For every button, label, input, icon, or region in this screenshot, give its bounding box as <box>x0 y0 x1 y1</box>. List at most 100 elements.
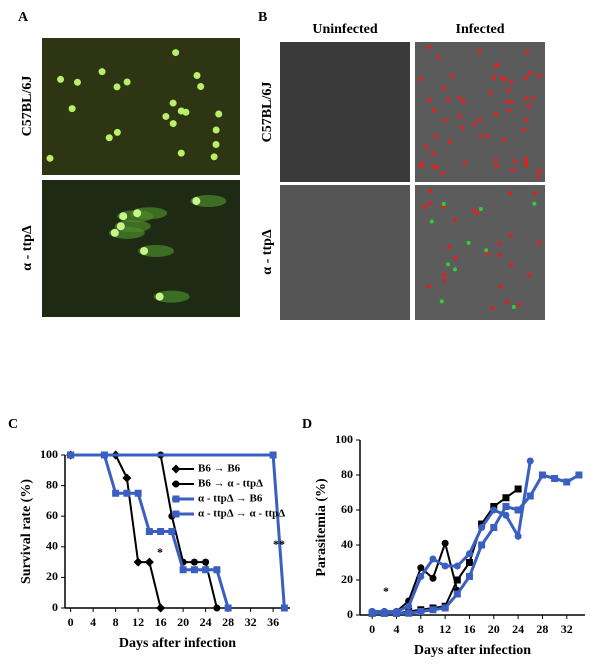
parasite <box>492 75 497 80</box>
parasite <box>427 97 432 102</box>
marker <box>575 471 583 479</box>
parasite <box>460 125 465 130</box>
y-tick-label: 60 <box>341 502 353 516</box>
parasite <box>457 95 462 100</box>
marker <box>514 485 522 493</box>
stain <box>446 262 451 267</box>
parasite <box>485 251 490 256</box>
annotation: ** <box>273 537 285 551</box>
comet <box>131 207 168 220</box>
row-label: α - ttpΔ <box>20 225 35 271</box>
micrograph <box>42 38 240 175</box>
parasite <box>485 133 490 138</box>
marker <box>157 528 165 535</box>
cell <box>46 154 54 162</box>
parasite <box>509 80 514 85</box>
comet <box>190 195 227 208</box>
marker <box>280 604 288 612</box>
marker <box>478 541 486 549</box>
parasite <box>442 272 447 277</box>
y-tick-label: 60 <box>46 508 58 522</box>
comet-head <box>140 246 149 255</box>
row-label: C57BL/6J <box>20 76 35 137</box>
marker <box>144 557 154 567</box>
x-tick-label: 12 <box>439 622 451 636</box>
cell <box>210 153 218 161</box>
series-line <box>372 460 532 613</box>
marker <box>465 559 473 566</box>
x-tick-label: 16 <box>463 622 475 636</box>
parasite <box>477 117 482 122</box>
marker <box>171 464 181 474</box>
marker <box>202 558 210 566</box>
marker <box>269 451 277 459</box>
marker <box>213 566 221 574</box>
parasite <box>509 99 514 104</box>
x-tick-label: 20 <box>177 615 189 629</box>
parasite <box>537 169 542 174</box>
parasite <box>530 96 535 101</box>
y-tick-label: 20 <box>341 572 353 586</box>
micrograph <box>280 42 410 182</box>
marker <box>526 492 534 500</box>
x-axis-label: Days after infection <box>414 643 531 658</box>
marker <box>123 489 131 497</box>
parasite <box>488 90 493 95</box>
marker <box>368 609 376 617</box>
parasite <box>449 73 454 78</box>
x-axis-label: Days after infection <box>119 636 236 651</box>
parasite <box>442 278 447 283</box>
marker <box>502 503 510 510</box>
x-tick-label: 20 <box>488 622 500 636</box>
marker <box>392 609 400 617</box>
parasite <box>419 77 424 82</box>
legend-label: α - ttpΔ → B6 <box>198 493 263 505</box>
marker <box>122 473 132 483</box>
stain <box>511 305 516 310</box>
marker <box>134 489 142 497</box>
parasite <box>527 273 532 278</box>
parasite <box>427 284 432 289</box>
cell <box>98 68 106 76</box>
cell <box>113 83 121 91</box>
cell <box>212 126 220 134</box>
marker <box>429 555 437 563</box>
parasite <box>528 70 533 75</box>
marker <box>405 602 413 610</box>
marker <box>213 604 221 612</box>
parasite <box>447 139 452 144</box>
column-label: Uninfected <box>312 22 378 37</box>
cell <box>57 75 65 83</box>
comet-head <box>116 222 125 231</box>
parasite <box>446 97 451 102</box>
y-tick-label: 40 <box>341 537 353 551</box>
parasite <box>475 211 480 216</box>
parasite <box>500 75 505 80</box>
parasite <box>524 163 529 168</box>
parasite <box>537 240 542 245</box>
y-axis-label: Parasitemia (%) <box>314 478 329 577</box>
parasite <box>493 158 498 163</box>
cell <box>73 78 81 86</box>
marker <box>172 480 180 488</box>
stain <box>429 219 434 224</box>
parasite <box>494 112 499 117</box>
marker <box>417 564 425 572</box>
parasite <box>427 201 432 206</box>
marker <box>172 495 180 503</box>
cell <box>105 134 113 142</box>
parasite <box>497 241 502 246</box>
x-tick-label: 28 <box>222 615 234 629</box>
parasite <box>428 189 433 194</box>
marker <box>478 524 486 531</box>
parasite <box>523 96 528 101</box>
cell <box>68 105 76 113</box>
marker <box>190 566 198 574</box>
stain <box>466 240 471 245</box>
marker <box>502 511 510 519</box>
parasite <box>509 263 514 268</box>
marker <box>112 489 120 497</box>
parasite <box>497 253 502 258</box>
marker <box>417 573 425 580</box>
stain <box>441 201 446 206</box>
